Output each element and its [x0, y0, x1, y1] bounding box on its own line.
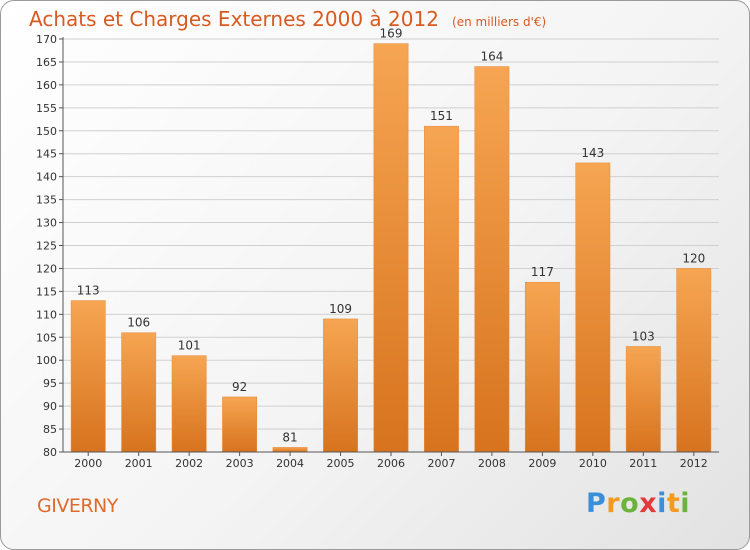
- data-label: 117: [531, 265, 554, 279]
- y-tick-label: 155: [36, 102, 57, 115]
- data-label: 103: [632, 329, 655, 343]
- y-tick-label: 130: [36, 217, 57, 230]
- y-tick-label: 160: [36, 79, 57, 92]
- y-tick-label: 145: [36, 148, 57, 161]
- data-label: 113: [77, 284, 100, 298]
- y-tick-label: 100: [36, 354, 57, 367]
- bar-chart: 80 85 90 95 100 105 110 115 120 125 130 135 140 145 15…: [36, 27, 719, 470]
- y-tick-label: 95: [43, 377, 57, 390]
- bar: [121, 332, 157, 453]
- y-tick-label: 90: [43, 400, 57, 413]
- y-tick-label: 165: [36, 56, 57, 69]
- data-labels: 113 106 101 92 81 109 169 151 164 117 143 103 120: [77, 27, 705, 445]
- x-tick-label: 2006: [377, 457, 405, 470]
- data-label: 92: [232, 380, 247, 394]
- logo-letter: t: [666, 488, 681, 519]
- bar: [70, 300, 106, 453]
- x-axis-ticks: 2000 2001 2002 2003 2004 2005 2006 2007 2008 2009…: [74, 452, 708, 470]
- y-tick-label: 140: [36, 171, 57, 184]
- bar: [474, 66, 510, 453]
- x-tick-label: 2002: [175, 457, 203, 470]
- y-tick-label: 85: [43, 423, 57, 436]
- y-tick-label: 80: [43, 446, 57, 459]
- bar: [424, 125, 459, 453]
- x-tick-label: 2008: [478, 457, 506, 470]
- data-label: 169: [380, 27, 403, 41]
- bar: [373, 43, 409, 453]
- y-tick-label: 110: [36, 308, 57, 321]
- x-tick-label: 2010: [579, 457, 607, 470]
- data-label: 120: [682, 251, 705, 265]
- y-tick-label: 115: [36, 285, 57, 298]
- x-tick-label: 2011: [629, 457, 657, 470]
- bar: [676, 268, 712, 453]
- bar: [575, 162, 611, 453]
- logo-letter: o: [620, 488, 640, 519]
- logo-letter: r: [606, 488, 621, 519]
- logo-letter: P: [586, 488, 607, 519]
- data-label: 151: [430, 109, 453, 123]
- x-tick-label: 2001: [125, 457, 153, 470]
- y-tick-label: 135: [36, 194, 57, 207]
- bar: [171, 355, 207, 453]
- x-tick-label: 2000: [74, 457, 102, 470]
- x-tick-label: 2009: [528, 457, 556, 470]
- data-label: 106: [127, 316, 150, 330]
- data-label: 101: [178, 339, 201, 353]
- bar: [222, 396, 258, 453]
- x-tick-label: 2004: [276, 457, 304, 470]
- chart-title: Achats et Charges Externes 2000 à 2012: [29, 7, 439, 31]
- y-tick-label: 125: [36, 240, 57, 253]
- chart-unit: (en milliers d'€): [452, 15, 547, 29]
- x-tick-label: 2012: [680, 457, 708, 470]
- y-tick-label: 120: [36, 262, 57, 275]
- data-label: 164: [480, 50, 503, 64]
- bars: [70, 43, 712, 453]
- bar: [272, 447, 308, 453]
- logo-letter: i: [680, 488, 691, 519]
- bar: [625, 346, 661, 453]
- chart-title-block: Achats et Charges Externes 2000 à 2012 (…: [29, 7, 546, 31]
- y-tick-label: 170: [36, 33, 57, 46]
- x-tick-label: 2007: [427, 457, 455, 470]
- bar: [323, 318, 358, 453]
- data-label: 143: [581, 146, 604, 160]
- proxiti-logo: Proxiti: [586, 488, 690, 519]
- commune-name: GIVERNY: [37, 495, 118, 517]
- x-tick-label: 2003: [226, 457, 254, 470]
- y-tick-label: 105: [36, 331, 57, 344]
- logo-letter: x: [639, 488, 658, 519]
- y-tick-label: 150: [36, 125, 57, 138]
- data-label: 81: [282, 430, 297, 444]
- x-tick-label: 2005: [327, 457, 355, 470]
- bar: [524, 281, 560, 453]
- y-axis-ticks: 80 85 90 95 100 105 110 115 120 125 130 135 140 145 15…: [36, 33, 63, 459]
- logo-letter: i: [657, 488, 667, 519]
- axes: [62, 37, 719, 453]
- data-label: 109: [329, 302, 352, 316]
